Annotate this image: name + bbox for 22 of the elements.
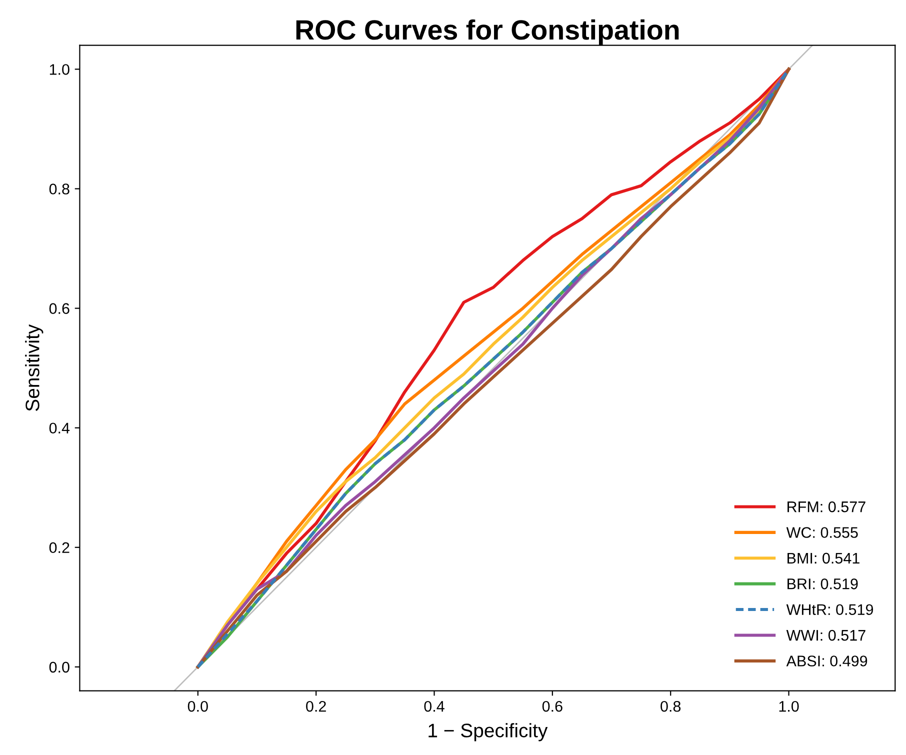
legend-label: BMI: 0.541 <box>788 552 860 564</box>
x-tick-label: 0.4 <box>424 700 444 712</box>
x-tick-label: 0.8 <box>660 700 681 712</box>
y-axis-title: Sensitivity <box>25 324 44 411</box>
x-tick-label: 0.2 <box>306 700 326 712</box>
legend-label: RFM: 0.577 <box>788 501 866 512</box>
legend-label: BRI: 0.519 <box>788 578 858 590</box>
y-tick-label: 0.0 <box>49 662 70 673</box>
x-tick-label: 0.0 <box>188 700 208 712</box>
x-axis-title: 1 − Specificity <box>428 723 548 742</box>
legend-label: WC: 0.555 <box>786 527 858 538</box>
y-tick-label: 1.0 <box>50 64 70 75</box>
legend-label: WHtR: 0.519 <box>786 604 874 616</box>
x-tick-label: 1.0 <box>779 700 799 712</box>
legend-label: ABSI: 0.499 <box>786 656 868 666</box>
chart-title: ROC Curves for Constipation <box>296 19 679 46</box>
x-tick-label: 0.6 <box>542 700 562 712</box>
y-tick-label: 0.6 <box>49 303 70 314</box>
y-tick-label: 0.8 <box>49 184 70 194</box>
legend-label: WWI: 0.517 <box>786 630 866 641</box>
y-tick-label: 0.4 <box>49 422 70 434</box>
y-tick-label: 0.2 <box>49 542 70 554</box>
